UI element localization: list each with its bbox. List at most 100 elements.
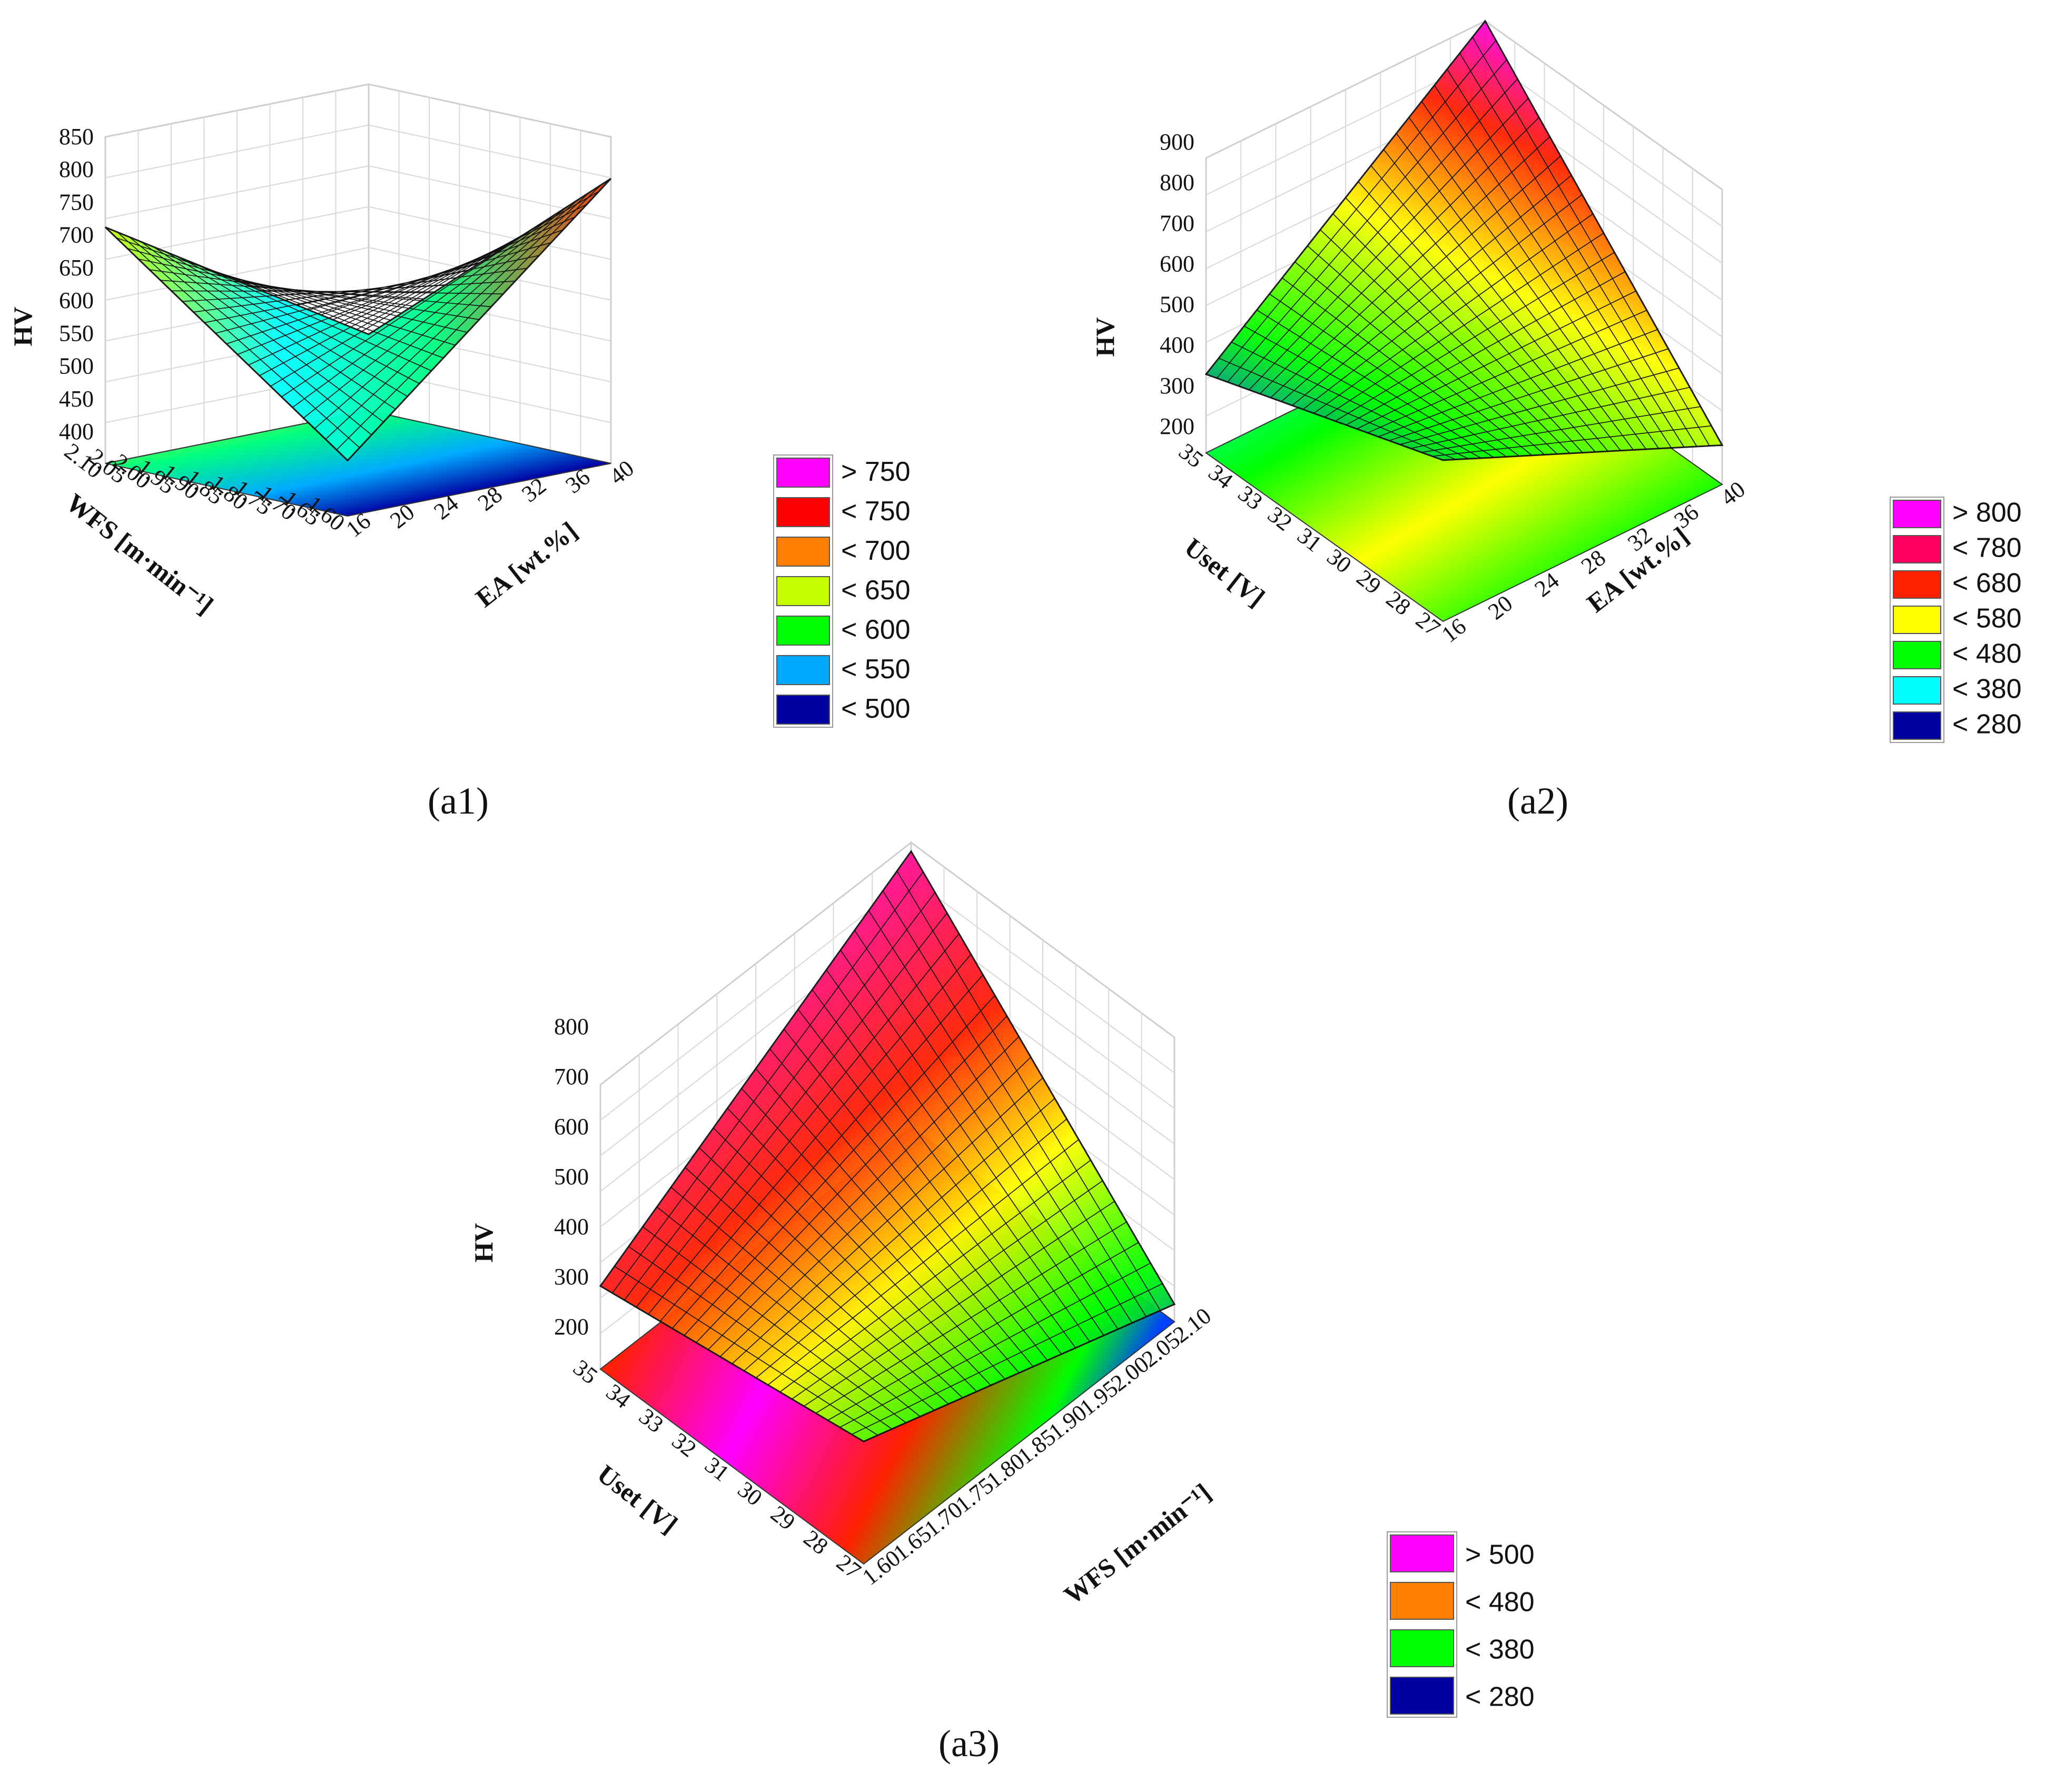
legend-swatch [776, 576, 830, 606]
surface-mesh-line [767, 1139, 1079, 1385]
response-surface [1204, 19, 1724, 461]
z-tick-label: 600 [1160, 251, 1194, 276]
z-tick-label: 800 [1160, 170, 1194, 195]
surface-mesh-line [882, 890, 1147, 1317]
surface-mesh-line [826, 969, 1090, 1342]
surface-mesh-line [779, 1160, 1091, 1393]
surface-mesh-line [732, 1077, 1043, 1364]
surface-mesh-line [769, 1048, 1034, 1367]
surface-mesh-line [803, 1201, 1115, 1407]
surface-mesh-line [1346, 271, 1626, 425]
surface-mesh-line [303, 206, 567, 419]
z-tick-label: 500 [59, 353, 94, 379]
surface-mesh-line [259, 234, 523, 377]
legend-swatch [1893, 570, 1941, 599]
z-tick-label: 300 [554, 1264, 589, 1290]
surface-mesh-line [320, 229, 564, 315]
surface-mesh-line [284, 268, 528, 301]
legend-frame [1387, 1531, 1457, 1718]
surface-fill [104, 177, 612, 462]
surface-mesh-line [332, 216, 576, 320]
legend-label: < 380 [1465, 1635, 1535, 1665]
surface-mesh-line [1396, 133, 1634, 450]
z-axis-label: HV [1090, 318, 1120, 357]
z-tick-label: 550 [59, 320, 94, 346]
panel-caption: (a1) [428, 780, 489, 822]
x-axis-label: Uset [V] [592, 1459, 683, 1539]
legend-swatch [1390, 1582, 1454, 1620]
legend-label: < 280 [1465, 1682, 1535, 1712]
surface-mesh-line [851, 1283, 1163, 1435]
z-tick-label: 500 [1160, 292, 1194, 318]
legend-label: < 700 [841, 536, 911, 566]
surface-mesh-line [784, 1028, 1048, 1361]
legend-swatch [776, 695, 830, 725]
legend-frame [773, 454, 833, 728]
legend-swatch [776, 458, 830, 488]
legend-swatch [1893, 711, 1941, 740]
surface-mesh-line [1335, 252, 1615, 422]
surface-mesh-line [744, 1098, 1055, 1371]
z-tick-label: 700 [59, 222, 94, 248]
z-axis-label: HV [469, 1223, 498, 1263]
surface-mesh-line [1421, 101, 1659, 449]
legend-swatch [776, 497, 830, 527]
legend-label: < 480 [1465, 1587, 1535, 1618]
surface-mesh-line [1399, 368, 1680, 445]
surface-mesh-line [344, 204, 587, 325]
surface-mesh-line [755, 1118, 1067, 1379]
wall-gridline [105, 165, 369, 219]
surface-mesh-line [1434, 85, 1672, 448]
surface-mesh-line [314, 199, 578, 429]
y-axis-label: EA [wt.%] [470, 516, 583, 612]
surface-mesh-line [812, 989, 1076, 1349]
chart-panel-1: 8508007507006506005505004504002.102.052.… [8, 83, 911, 822]
legend-swatch [1390, 1677, 1454, 1715]
response-surface [104, 177, 612, 462]
x-tick-label: 35 [1174, 438, 1208, 473]
surface-mesh-line [1383, 149, 1621, 451]
surface-mesh-line [249, 285, 491, 308]
z-tick-label: 750 [59, 189, 94, 215]
legend-swatch [1893, 535, 1941, 563]
z-axis-label: HV [8, 307, 37, 346]
surface-mesh-line [336, 185, 600, 450]
legend-label: > 500 [1465, 1540, 1535, 1570]
wall-gridline [105, 124, 369, 179]
z-tick-label: 400 [554, 1214, 589, 1240]
surface-mesh-line [1410, 387, 1690, 449]
legend: > 500 < 480 < 380 < 280 [1387, 1531, 1535, 1718]
surface-mesh-line [868, 910, 1133, 1323]
legend-label: < 600 [841, 615, 911, 645]
wall-gridline [1485, 57, 1723, 227]
legend-label: > 800 [1952, 498, 2022, 528]
x-axis-label: Uset [V] [1179, 532, 1270, 612]
z-tick-label: 600 [554, 1114, 589, 1140]
z-tick-label: 450 [59, 386, 94, 412]
wall-gridline [600, 877, 912, 1121]
z-tick-label: 600 [59, 288, 94, 313]
legend-swatch [1390, 1629, 1454, 1667]
legend: > 750 < 750 < 700 < 650 < 600 < 550 < 500 [773, 454, 911, 728]
surface-mesh-line [1389, 348, 1668, 441]
surface-mesh-line [297, 255, 539, 306]
surface-mesh-line [325, 192, 589, 440]
surface-mesh-line [840, 949, 1104, 1336]
legend-swatch [1893, 606, 1941, 634]
surface-mesh-line [1324, 232, 1604, 418]
z-tick-label: 300 [1160, 373, 1194, 399]
legend-swatch [1390, 1534, 1454, 1572]
chart-panel-2: 9008007006005004003002003534333231302928… [1090, 19, 2022, 822]
surface-mesh-line [1358, 181, 1596, 452]
surface-mesh-line [1432, 425, 1712, 457]
surface-mesh-line [827, 1242, 1139, 1421]
surface-mesh-line [854, 930, 1119, 1330]
surface-mesh-line [1357, 290, 1636, 430]
legend-label: > 750 [841, 457, 911, 487]
z-tick-label: 900 [1160, 129, 1194, 155]
legend-label: < 500 [841, 694, 911, 724]
surface-mesh-line [1472, 37, 1710, 447]
surface-mesh-line [1447, 69, 1685, 448]
legend-label: < 580 [1952, 603, 2022, 634]
